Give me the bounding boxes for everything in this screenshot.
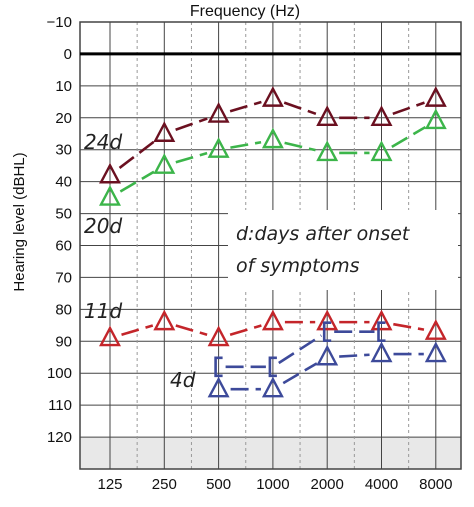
data-point-triangle	[99, 325, 121, 347]
data-point-triangle	[207, 325, 230, 347]
annotation-box	[228, 210, 458, 290]
series-segment	[118, 140, 156, 170]
series-label-20d: 20d	[84, 214, 122, 238]
x-tick-label: 2000	[311, 476, 344, 493]
data-point-triangle	[370, 309, 393, 331]
data-point-triangle	[261, 309, 284, 331]
series-segment	[175, 151, 208, 164]
y-tick-label: 100	[47, 365, 72, 382]
x-tick-label: 250	[152, 476, 177, 493]
y-tick-label: 40	[55, 174, 72, 191]
series-segment	[284, 141, 316, 152]
y-tick-label: 90	[55, 333, 72, 350]
plot-frame	[79, 21, 462, 470]
data-point-triangle	[261, 376, 284, 398]
series-segment	[121, 324, 154, 336]
series-segment	[229, 100, 262, 113]
data-point-triangle	[153, 309, 176, 331]
series-segment	[393, 322, 425, 331]
data-point-triangle	[316, 309, 339, 331]
data-point-triangle	[153, 153, 176, 174]
x-tick-label: 1000	[256, 476, 289, 493]
data-point-triangle	[207, 137, 230, 158]
chart-title: Frequency (Hz)	[190, 3, 300, 20]
y-tick-label: −10	[47, 14, 72, 31]
x-tick-label: 4000	[365, 476, 398, 493]
data-point-triangle	[424, 341, 447, 363]
data-point-bracket	[377, 321, 386, 343]
shaded-band	[80, 437, 461, 469]
y-tick-label: 70	[55, 269, 72, 286]
series-segment	[339, 353, 370, 358]
data-point-triangle	[424, 319, 447, 340]
x-tick-label: 125	[97, 476, 122, 493]
data-point-triangle	[153, 121, 176, 142]
y-tick-label: 50	[55, 206, 72, 223]
series-20d-triangle	[99, 108, 447, 206]
series-4d-bracket	[214, 321, 386, 378]
data-point-triangle	[370, 105, 393, 126]
y-tick-label: 60	[55, 238, 72, 255]
data-point-triangle	[370, 140, 393, 162]
series-segment	[391, 125, 427, 148]
x-tick-label: 500	[206, 476, 231, 493]
y-tick-label: 110	[48, 397, 72, 414]
data-point-triangle	[99, 162, 121, 184]
series-segment	[229, 324, 262, 336]
series-segment	[175, 324, 208, 336]
data-point-triangle	[424, 86, 447, 107]
series-24d-triangle	[99, 86, 447, 184]
x-tick-label: 8000	[419, 476, 452, 493]
series-segment	[282, 362, 318, 385]
data-point-bracket	[214, 356, 223, 378]
y-tick-label: 120	[47, 429, 72, 446]
series-segment	[119, 170, 155, 193]
series-11d-triangle	[99, 309, 447, 347]
data-point-triangle	[316, 140, 339, 162]
y-tick-labels: −10 0 10 20 30 40 50 60 70 80 90 100 110 120	[47, 14, 72, 446]
series-segment	[283, 101, 317, 116]
y-tick-label: 20	[55, 110, 72, 127]
data-point-triangle	[316, 344, 339, 366]
series-segment	[392, 101, 425, 116]
x-tick-labels: 125 250 500 1000 2000 4000 8000	[97, 476, 452, 493]
series-segment	[230, 140, 262, 149]
y-tick-label: 10	[55, 78, 72, 95]
series-label-24d: 24d	[84, 130, 122, 154]
series-label-11d: 11d	[84, 299, 122, 323]
series-4d-triangle	[207, 341, 447, 398]
y-axis-label: Hearing level (dBHL)	[11, 152, 28, 291]
data-point-triangle	[207, 376, 230, 398]
y-tick-label: 80	[55, 301, 72, 318]
data-point-triangle	[207, 102, 230, 123]
data-point-triangle	[370, 341, 393, 363]
data-point-triangle	[424, 108, 447, 130]
data-point-bracket	[268, 356, 277, 378]
data-point-triangle	[261, 127, 284, 149]
data-point-bracket	[322, 321, 332, 343]
y-tick-label: 0	[64, 46, 72, 63]
data-point-triangle	[261, 86, 284, 107]
series-label-4d: 4d	[170, 368, 196, 392]
annotation-line-1: d:days after onset	[236, 223, 411, 245]
annotation-line-2: of symptoms	[236, 255, 360, 277]
series-layer	[99, 86, 447, 398]
series-segment	[175, 117, 208, 131]
data-point-triangle	[316, 105, 339, 126]
series-segment	[278, 334, 323, 365]
data-point-triangle	[99, 185, 121, 206]
y-tick-label: 30	[55, 142, 72, 159]
